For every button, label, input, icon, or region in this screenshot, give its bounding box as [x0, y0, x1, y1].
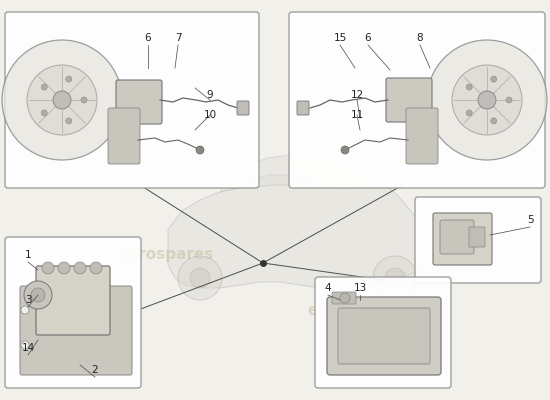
Circle shape	[178, 256, 222, 300]
FancyBboxPatch shape	[327, 297, 441, 375]
Polygon shape	[220, 155, 382, 192]
FancyBboxPatch shape	[5, 12, 259, 188]
Text: 12: 12	[350, 90, 364, 100]
Circle shape	[196, 146, 204, 154]
FancyBboxPatch shape	[20, 286, 132, 375]
FancyBboxPatch shape	[469, 227, 485, 247]
FancyBboxPatch shape	[338, 308, 430, 364]
Circle shape	[452, 65, 522, 135]
Circle shape	[190, 268, 210, 288]
Text: 3: 3	[25, 295, 31, 305]
Text: 14: 14	[21, 343, 35, 353]
Circle shape	[341, 146, 349, 154]
FancyBboxPatch shape	[415, 197, 541, 283]
Circle shape	[27, 65, 97, 135]
Text: eurospares: eurospares	[307, 302, 403, 318]
Polygon shape	[168, 175, 422, 288]
FancyBboxPatch shape	[5, 237, 141, 388]
FancyBboxPatch shape	[332, 292, 356, 304]
Text: 6: 6	[145, 33, 151, 43]
Circle shape	[66, 118, 72, 124]
Circle shape	[66, 76, 72, 82]
Circle shape	[340, 293, 350, 303]
Text: 13: 13	[353, 283, 367, 293]
Circle shape	[466, 110, 472, 116]
FancyBboxPatch shape	[237, 101, 249, 115]
Circle shape	[373, 256, 417, 300]
Circle shape	[491, 118, 497, 124]
FancyBboxPatch shape	[108, 108, 140, 164]
Text: 1: 1	[25, 250, 31, 260]
Text: 11: 11	[350, 110, 364, 120]
Circle shape	[478, 91, 496, 109]
FancyBboxPatch shape	[297, 101, 309, 115]
Circle shape	[31, 288, 45, 302]
FancyBboxPatch shape	[36, 266, 110, 335]
Circle shape	[21, 306, 29, 314]
FancyBboxPatch shape	[406, 108, 438, 164]
Text: 6: 6	[365, 33, 371, 43]
Circle shape	[466, 84, 472, 90]
FancyBboxPatch shape	[433, 213, 492, 265]
Circle shape	[21, 341, 29, 349]
Circle shape	[385, 268, 405, 288]
Circle shape	[506, 97, 512, 103]
Circle shape	[41, 110, 47, 116]
Text: 8: 8	[417, 33, 424, 43]
Circle shape	[24, 281, 52, 309]
Circle shape	[74, 262, 86, 274]
FancyBboxPatch shape	[440, 220, 474, 254]
Circle shape	[81, 97, 87, 103]
Circle shape	[58, 262, 70, 274]
Text: 10: 10	[204, 110, 217, 120]
Text: 5: 5	[527, 215, 534, 225]
Circle shape	[42, 262, 54, 274]
Circle shape	[491, 76, 497, 82]
FancyBboxPatch shape	[116, 80, 162, 124]
Text: 2: 2	[92, 365, 98, 375]
Circle shape	[2, 40, 122, 160]
Text: 7: 7	[175, 33, 182, 43]
Circle shape	[41, 84, 47, 90]
Text: 15: 15	[333, 33, 346, 43]
FancyBboxPatch shape	[315, 277, 451, 388]
FancyBboxPatch shape	[386, 78, 432, 122]
Circle shape	[53, 91, 71, 109]
FancyBboxPatch shape	[289, 12, 545, 188]
Text: 4: 4	[324, 283, 331, 293]
Circle shape	[427, 40, 547, 160]
Circle shape	[90, 262, 102, 274]
Text: 9: 9	[207, 90, 213, 100]
Text: eurospares: eurospares	[117, 248, 213, 262]
